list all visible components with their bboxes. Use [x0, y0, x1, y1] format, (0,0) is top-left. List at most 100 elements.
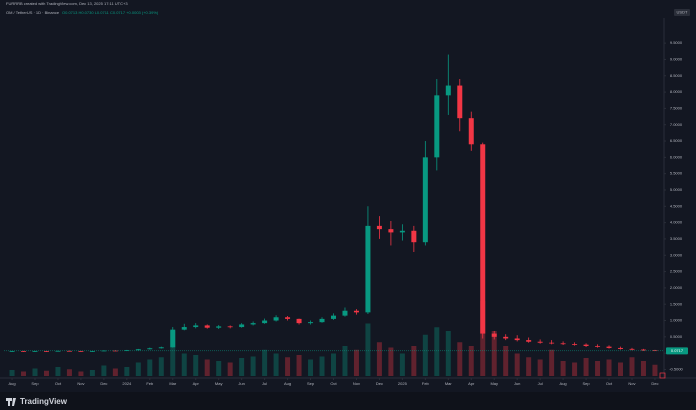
candle-body: [526, 340, 532, 342]
x-tick-label: Sep: [31, 381, 39, 386]
volume-bar: [549, 349, 555, 376]
x-tick-label: Sep: [583, 381, 591, 386]
ohlc: O0.0713 H0.0730 L0.0711 C0.0717 +0.0003 …: [62, 10, 159, 15]
x-tick-label: Mar: [445, 381, 453, 386]
y-tick-label: 4.5000: [670, 203, 683, 208]
x-tick-label: Nov: [353, 381, 360, 386]
volume-bar: [583, 358, 589, 376]
volume-bar: [66, 369, 72, 376]
brand: TradingView: [20, 397, 68, 406]
candle-body: [308, 322, 314, 324]
volume-bar: [514, 353, 520, 376]
candle-body: [514, 338, 520, 341]
x-tick-label: Oct: [55, 381, 62, 386]
candle-body: [101, 350, 107, 352]
x-tick-label: Aug: [8, 381, 15, 386]
x-tick-label: Aug: [560, 381, 567, 386]
volume-bar: [652, 364, 658, 376]
candle-body: [491, 333, 497, 337]
volume-bar: [124, 367, 130, 376]
volume-bar: [170, 331, 176, 376]
candle-body: [468, 118, 474, 145]
candle-body: [32, 351, 38, 352]
volume-bar: [55, 367, 61, 376]
footer: [0, 392, 696, 410]
volume-bar: [526, 357, 532, 376]
y-tick-label: 6.5000: [670, 138, 683, 143]
x-tick-label: Jun: [238, 381, 244, 386]
candle-body: [296, 318, 302, 324]
candle-body: [170, 329, 176, 348]
volume-bar: [618, 362, 624, 376]
currency-box: [674, 9, 690, 16]
candle-body: [445, 85, 451, 96]
volume-bar: [158, 357, 164, 376]
candle-body: [43, 351, 49, 352]
symbol: OM / TetherUS · 1D · Binance: [6, 10, 60, 15]
candle-body: [606, 346, 612, 348]
y-tick-label: 3.0000: [670, 252, 683, 257]
volume-bar: [135, 362, 141, 376]
candle-body: [342, 310, 348, 316]
y-tick-label: 2.5000: [670, 269, 683, 274]
candle-body: [434, 95, 440, 158]
candle-body: [112, 350, 118, 352]
x-tick-label: Jul: [262, 381, 267, 386]
volume-bar: [595, 361, 601, 376]
y-tick-label: 6.0000: [670, 154, 683, 159]
y-tick-label: 4.0000: [670, 220, 683, 225]
x-tick-label: May: [490, 381, 498, 386]
volume-bar: [193, 355, 199, 376]
y-tick-label: 7.5000: [670, 105, 683, 110]
candle-body: [285, 317, 291, 319]
candle-body: [330, 315, 336, 319]
volume-bar: [640, 361, 646, 376]
last-price-label: 0.0717: [671, 348, 684, 353]
currency: USDT: [677, 10, 688, 15]
y-tick-label: 8.0000: [670, 89, 683, 94]
x-tick-label: 2024: [122, 381, 132, 386]
candle-body: [216, 326, 222, 328]
y-tick-label: 5.0000: [670, 187, 683, 192]
volume-bar: [491, 331, 497, 376]
x-tick-label: Jul: [538, 381, 543, 386]
volume-bar: [147, 359, 153, 376]
x-tick-label: Dec: [376, 381, 383, 386]
x-tick-label: Apr: [193, 381, 200, 386]
candle-body: [583, 344, 589, 346]
volume-bar: [572, 362, 578, 376]
candle-body: [399, 230, 405, 233]
last-price-box: [666, 347, 688, 355]
volume-bar: [388, 347, 394, 376]
candle-body: [411, 230, 417, 243]
x-tick-label: Oct: [330, 381, 337, 386]
x-tick-label: Dec: [100, 381, 107, 386]
volume-bar: [285, 357, 291, 376]
volume-bar: [422, 334, 428, 376]
volume-bar: [629, 357, 635, 376]
candle-body: [181, 327, 187, 330]
volume-bar: [606, 359, 612, 376]
y-tick-label: 9.0000: [670, 57, 683, 62]
candle-body: [376, 225, 382, 230]
candle-body: [503, 336, 509, 339]
volume-bar: [353, 349, 359, 376]
candle-body: [273, 317, 279, 321]
volume-bar: [101, 365, 107, 376]
volume-bar: [342, 346, 348, 376]
candle-body: [21, 351, 27, 352]
x-tick-label: Aug: [284, 381, 291, 386]
y-tick-label: 1.5000: [670, 301, 683, 306]
logo: [6, 398, 16, 406]
volume-bar: [273, 353, 279, 376]
candle-body: [457, 85, 463, 119]
volume-bar: [365, 323, 371, 376]
volume-bar: [480, 301, 486, 376]
volume-bar: [308, 359, 314, 376]
candle-body: [353, 310, 359, 313]
candle-body: [388, 229, 394, 233]
volume-bar: [262, 349, 268, 376]
x-tick-label: Dec: [651, 381, 658, 386]
candle-body: [572, 344, 578, 345]
